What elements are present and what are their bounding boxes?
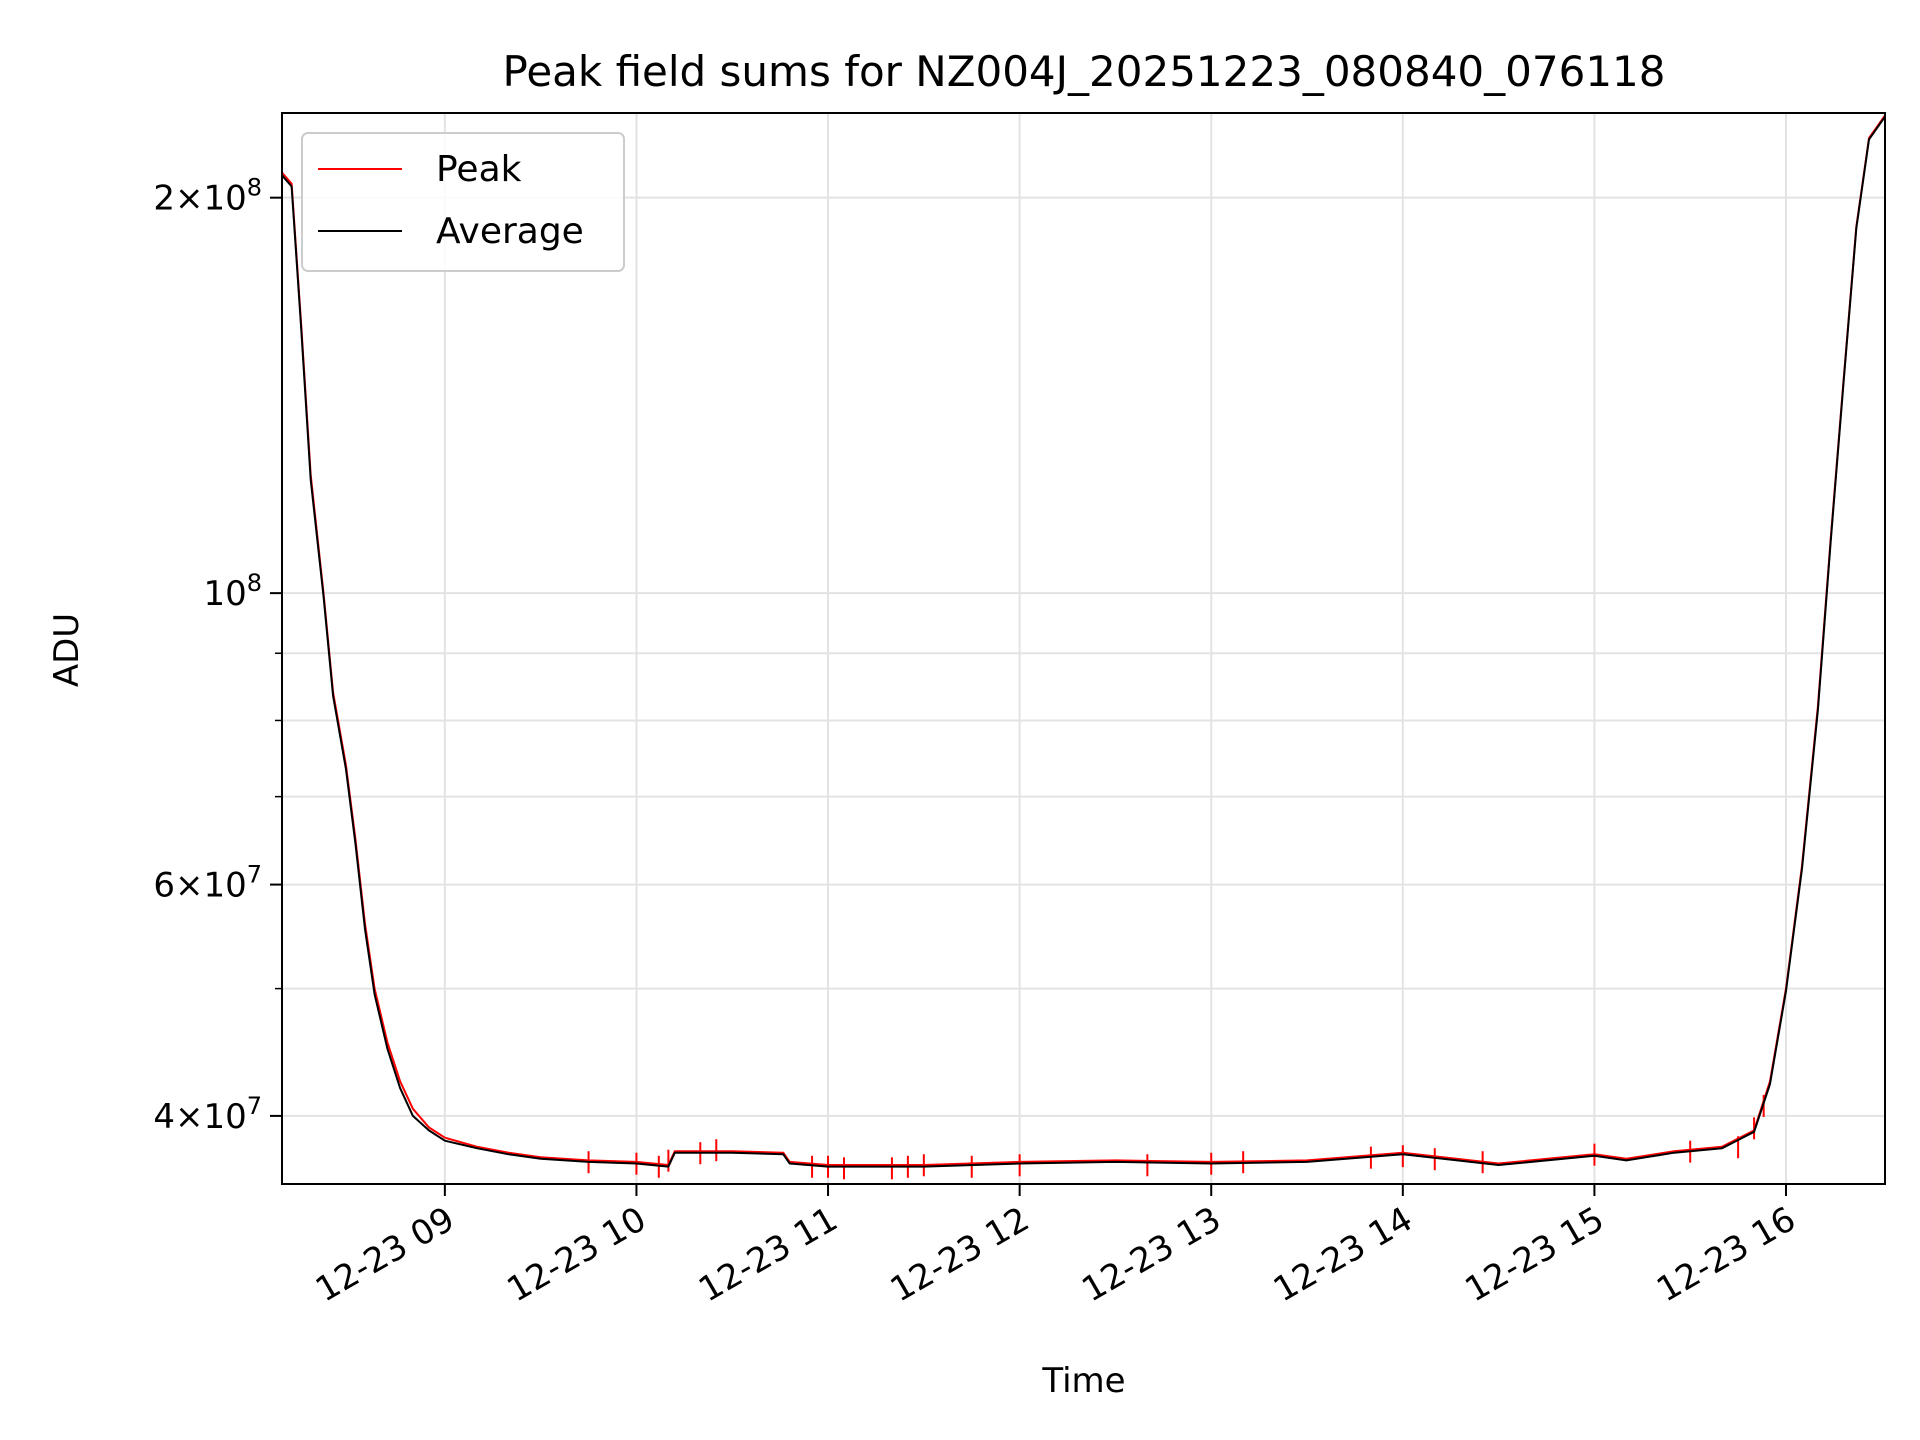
legend: Peak Average bbox=[301, 132, 625, 272]
y-tick-label: 4×107 bbox=[153, 1092, 262, 1137]
legend-label-peak: Peak bbox=[436, 149, 522, 190]
legend-box bbox=[301, 132, 625, 272]
chart-title: Peak field sums for NZ004J_20251223_0808… bbox=[503, 47, 1666, 96]
legend-label-average: Average bbox=[436, 211, 584, 252]
y-tick-label: 6×107 bbox=[153, 861, 262, 906]
plot-frame bbox=[281, 112, 1886, 1185]
plot-area bbox=[282, 114, 1885, 1180]
x-axis-title: Time bbox=[1041, 1361, 1125, 1401]
y-tick-label: 108 bbox=[203, 569, 262, 614]
y-tick-label: 2×108 bbox=[153, 174, 262, 219]
series-line-average bbox=[282, 116, 1885, 1168]
y-axis-title: ADU bbox=[47, 613, 87, 687]
y-axis: 4×107 6×107 108 2×108 bbox=[153, 174, 282, 1137]
series-layer bbox=[282, 114, 1885, 1180]
grid bbox=[282, 113, 1885, 1184]
